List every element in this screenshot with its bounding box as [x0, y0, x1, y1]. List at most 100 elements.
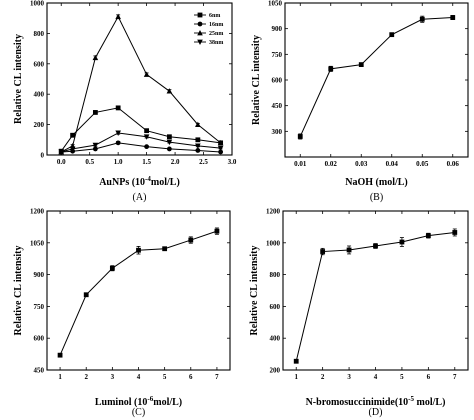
data-point [166, 88, 173, 94]
y-axis-title: Relative CL intensity [249, 246, 260, 336]
data-point [452, 230, 458, 235]
y-tick-label: 400 [270, 335, 281, 343]
x-tick-label: 0.02 [325, 160, 338, 168]
data-point [69, 146, 76, 152]
y-tick-label: 900 [34, 271, 45, 279]
panel-label: (A) [133, 192, 147, 203]
data-point [195, 121, 201, 127]
data-point [358, 62, 364, 67]
panel-c: 1 2 3 4 5 6 7 450 600 750 900 1050 1200 Relative CL i… [13, 208, 231, 418]
y-tick-label: 600 [34, 60, 45, 68]
data-point [217, 139, 224, 146]
data-point [346, 247, 352, 253]
y-tick-label: 900 [272, 25, 283, 33]
series-line [61, 132, 221, 153]
x-axis-title: Luminol (10-6mol/L) [95, 395, 182, 408]
x-tick-label: 0.01 [294, 160, 307, 168]
data-point [450, 15, 456, 20]
data-point [166, 146, 172, 152]
data-point [92, 146, 98, 152]
y-axis-title: Relative CL intensity [13, 246, 24, 336]
y-tick-label: 400 [34, 91, 45, 99]
legend-label: 6nm [209, 13, 220, 19]
x-tick-label: 0.03 [355, 160, 368, 168]
y-tick-label: 800 [270, 271, 281, 279]
x-axis-title: N-bromosuccinimide(10-5 mol/L) [306, 395, 446, 408]
y-tick-label: 200 [270, 367, 281, 375]
data-point [143, 134, 150, 140]
data-point [92, 110, 98, 115]
y-tick-label: 200 [34, 121, 45, 129]
x-tick-label: 0.0 [57, 158, 66, 166]
data-point [214, 228, 220, 234]
legend-marker [197, 12, 203, 18]
plot-frame [282, 210, 469, 371]
data-point [115, 130, 121, 136]
x-tick-label: 0.06 [447, 160, 460, 168]
y-tick-label: 750 [34, 303, 45, 311]
data-point [109, 265, 115, 271]
plot-frame [284, 2, 469, 158]
data-point [320, 249, 326, 254]
x-tick-label: 4 [137, 373, 141, 381]
x-tick-label: 2 [321, 373, 325, 381]
y-tick-label: 1050 [268, 0, 283, 8]
data-point [144, 128, 150, 134]
data-point [144, 144, 150, 150]
data-point [83, 292, 89, 298]
x-tick-label: 5 [163, 373, 167, 381]
legend-marker [197, 39, 203, 45]
series-38nm [58, 130, 224, 155]
panel-label: (C) [132, 407, 145, 418]
legend-label: 38nm [209, 40, 223, 46]
data-point [115, 140, 121, 146]
legend-label: 16nm [209, 22, 223, 28]
legend-marker [197, 30, 203, 36]
x-tick-label: 6 [189, 373, 193, 381]
series-data [297, 15, 456, 140]
data-point [425, 233, 431, 239]
data-point [297, 134, 303, 139]
x-tick-label: 5 [400, 373, 404, 381]
y-tick-label: 300 [272, 128, 283, 136]
x-tick-label: 1 [58, 373, 62, 381]
series-data [57, 227, 220, 358]
x-tick-label: 0.04 [386, 160, 399, 168]
x-tick-label: 7 [453, 373, 457, 381]
data-point [143, 71, 150, 77]
panel-a: 0.0 0.5 1.0 1.5 2.0 2.5 3.0 0 200 400 600 800 1000 Re… [13, 0, 237, 203]
panel-label: (B) [370, 192, 383, 203]
y-tick-label: 1000 [266, 239, 281, 247]
data-point [115, 105, 121, 111]
series-line [295, 231, 455, 362]
data-point [57, 352, 63, 358]
x-axis-title: NaOH (mol/L) [345, 177, 408, 188]
x-tick-label: 2 [84, 373, 88, 381]
panel-label: (D) [369, 407, 383, 418]
x-tick-label: 1.0 [114, 158, 123, 166]
data-point [399, 239, 405, 245]
series-line [60, 15, 221, 153]
y-tick-label: 1200 [266, 208, 281, 216]
panel-d: 1 2 3 4 5 6 7 200 400 600 800 1000 1200 Relative CL i… [249, 208, 469, 418]
data-point [166, 134, 172, 140]
data-point [195, 143, 201, 149]
data-point [136, 247, 141, 253]
plot-frame [46, 2, 233, 156]
y-tick-label: 800 [34, 30, 45, 38]
x-tick-label: 6 [427, 373, 431, 381]
plot-frame [46, 210, 231, 371]
x-tick-label: 0.05 [416, 160, 429, 168]
x-axis-title: AuNPs (10-4mol/L) [99, 175, 180, 188]
data-point [70, 132, 76, 138]
data-point [218, 149, 224, 155]
data-point [195, 137, 201, 143]
x-tick-label: 1.5 [142, 158, 151, 166]
data-point [92, 54, 99, 61]
data-point [293, 358, 299, 364]
y-tick-label: 0 [41, 152, 45, 160]
data-point [188, 237, 194, 243]
data-point [217, 145, 224, 152]
x-tick-label: 0.5 [85, 158, 94, 166]
